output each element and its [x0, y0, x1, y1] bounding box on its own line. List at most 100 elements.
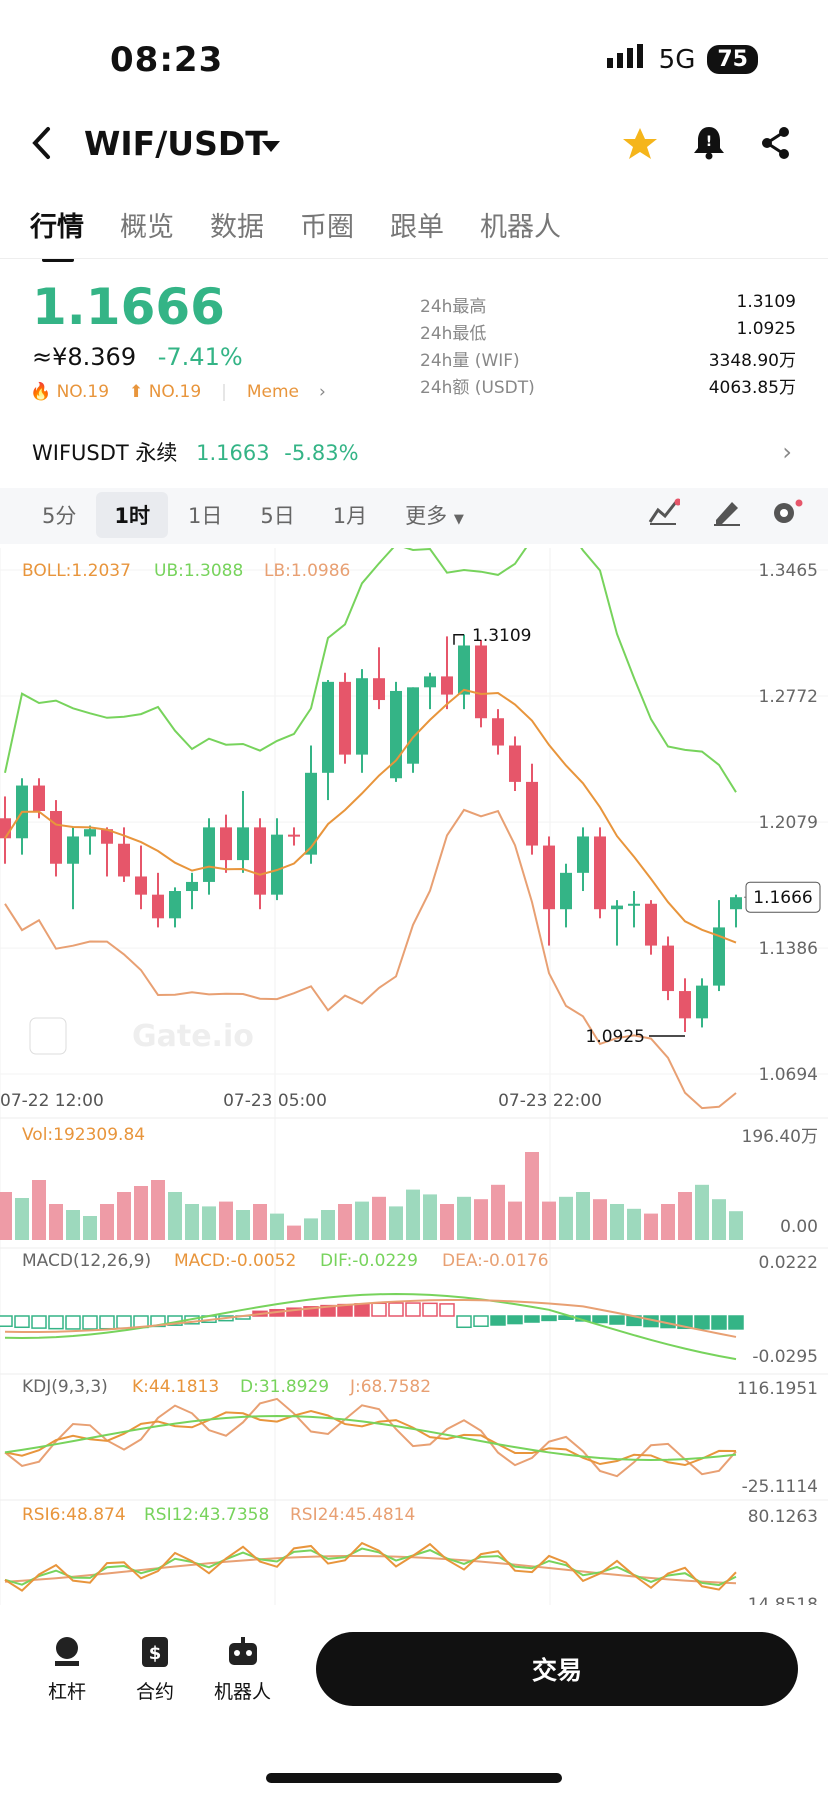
- volume-bar: [372, 1196, 386, 1240]
- kdj-legend: KDJ(9,3,3): [22, 1377, 108, 1397]
- tab-data[interactable]: 数据: [210, 212, 264, 243]
- macd-bar: [31, 1315, 47, 1329]
- rsi6-line: [4, 1541, 737, 1592]
- back-icon[interactable]: [30, 126, 54, 164]
- candle-body: [237, 827, 249, 861]
- candle-body: [611, 905, 623, 910]
- chevron-right-icon[interactable]: ›: [319, 382, 326, 402]
- macd-bar: [388, 1302, 404, 1317]
- candle-body: [713, 927, 725, 986]
- tab-overview[interactable]: 概览: [120, 212, 174, 243]
- period-1mo[interactable]: 1月: [332, 504, 368, 528]
- macd-bar: [422, 1302, 438, 1317]
- volume-bar: [406, 1189, 420, 1240]
- candle-body: [577, 836, 589, 873]
- period-1h[interactable]: 1时: [96, 492, 168, 538]
- pair-title[interactable]: WIF/USDT: [84, 124, 268, 163]
- change-percent: -7.41%: [157, 343, 243, 371]
- last-price-label: 1.1666: [753, 888, 812, 908]
- watermark: Gate.io: [132, 1019, 254, 1054]
- macd-bar: [541, 1315, 557, 1322]
- network-label: 5G: [658, 44, 696, 75]
- period-more[interactable]: 更多 ▼: [405, 500, 464, 530]
- volume-bar: [270, 1213, 284, 1240]
- perp-chevron-icon[interactable]: ›: [782, 438, 792, 466]
- candle-body: [33, 785, 45, 811]
- volume-bar: [202, 1206, 216, 1240]
- volume-bar: [321, 1210, 335, 1240]
- settings-gear-icon[interactable]: [770, 498, 804, 532]
- stat-label: 24h最低: [420, 324, 487, 344]
- candle-body: [254, 827, 266, 895]
- macd-bar: [65, 1315, 81, 1330]
- macd-bar: [456, 1315, 472, 1329]
- share-icon[interactable]: [760, 126, 792, 164]
- period-5d[interactable]: 5日: [260, 504, 295, 528]
- macd-bar: [490, 1315, 506, 1326]
- stat-label: 24h量 (WIF): [420, 351, 520, 371]
- y-tick-label: 1.2079: [759, 813, 818, 833]
- meme-tag[interactable]: Meme: [246, 382, 300, 402]
- period-1d[interactable]: 1日: [188, 504, 223, 528]
- tab-market[interactable]: 行情: [30, 205, 84, 262]
- volume-bar: [117, 1192, 131, 1240]
- favorite-star-icon[interactable]: [622, 126, 658, 164]
- vol-min-label: 0.00: [780, 1217, 818, 1237]
- candle-body: [373, 678, 385, 701]
- volume-bar: [627, 1208, 641, 1240]
- rise-rank[interactable]: ⬆ NO.19: [129, 382, 201, 402]
- price-alert-icon[interactable]: !: [692, 124, 726, 164]
- volume-bar: [610, 1204, 624, 1240]
- candle-body: [288, 834, 300, 837]
- macd-bar: [728, 1315, 744, 1330]
- kline-chart[interactable]: 1.3465 1.2772 1.2079 1.1386 1.0694 BOLL:1.203…: [0, 515, 828, 1618]
- trade-button[interactable]: 交易: [316, 1632, 798, 1706]
- y-tick-label: 1.3465: [759, 561, 818, 581]
- candle-body: [645, 903, 657, 946]
- tab-community[interactable]: 币圈: [300, 212, 354, 243]
- volume-bar: [134, 1186, 148, 1240]
- dea-value: DEA:-0.0176: [442, 1251, 549, 1271]
- tab-bot[interactable]: 机器人: [480, 212, 561, 243]
- volume-bar: [83, 1216, 97, 1240]
- macd-bar: [694, 1315, 710, 1330]
- status-indicators: 5G 75: [606, 44, 758, 75]
- tab-copy-trade[interactable]: 跟单: [390, 212, 444, 243]
- expand-icon: [29, 1017, 67, 1055]
- candle-body: [441, 676, 453, 695]
- volume-bar: [304, 1218, 318, 1240]
- chart-area[interactable]: 1.3465 1.2772 1.2079 1.1386 1.0694 BOLL:1.203…: [0, 515, 828, 1618]
- stat-label: 24h最高: [420, 297, 487, 317]
- stat-value: 1.3109: [736, 292, 796, 312]
- high-label: 1.3109: [472, 626, 531, 646]
- period-5m[interactable]: 5分: [42, 504, 77, 528]
- vol-legend: Vol:192309.84: [22, 1125, 145, 1145]
- nav-bot[interactable]: 机器人: [214, 1635, 271, 1704]
- nav-margin[interactable]: 杠杆: [48, 1635, 86, 1704]
- candle-body: [339, 681, 351, 755]
- boll-upper-line: [4, 515, 737, 793]
- macd-bar: [286, 1307, 302, 1317]
- chevron-down-icon: ▼: [453, 512, 464, 527]
- candle-body: [628, 903, 640, 906]
- pair-dropdown-icon[interactable]: [262, 138, 280, 157]
- hot-rank[interactable]: 🔥 NO.19: [30, 382, 109, 402]
- perpetual-row[interactable]: WIFUSDT 永续 1.1663 -5.83%: [32, 437, 359, 467]
- macd-bar: [439, 1303, 455, 1317]
- nav-futures[interactable]: $ 合约: [136, 1635, 174, 1704]
- candle-body: [543, 845, 555, 910]
- rise-rank-label: NO.19: [148, 382, 202, 402]
- candle-body: [50, 810, 62, 864]
- draw-tool-icon[interactable]: [712, 498, 742, 530]
- rsi12-line: [4, 1547, 737, 1587]
- y-tick-label: 1.2772: [759, 687, 818, 707]
- last-price-tag: [745, 881, 821, 913]
- indicator-icon[interactable]: [648, 498, 682, 530]
- candle-body: [220, 827, 232, 861]
- separator: |: [221, 382, 227, 402]
- candle-body: [696, 985, 708, 1019]
- stat-value: 3348.90万: [708, 351, 796, 371]
- macd-bar: [150, 1315, 166, 1328]
- macd-bar: [14, 1315, 30, 1329]
- volume-bar: [474, 1199, 488, 1240]
